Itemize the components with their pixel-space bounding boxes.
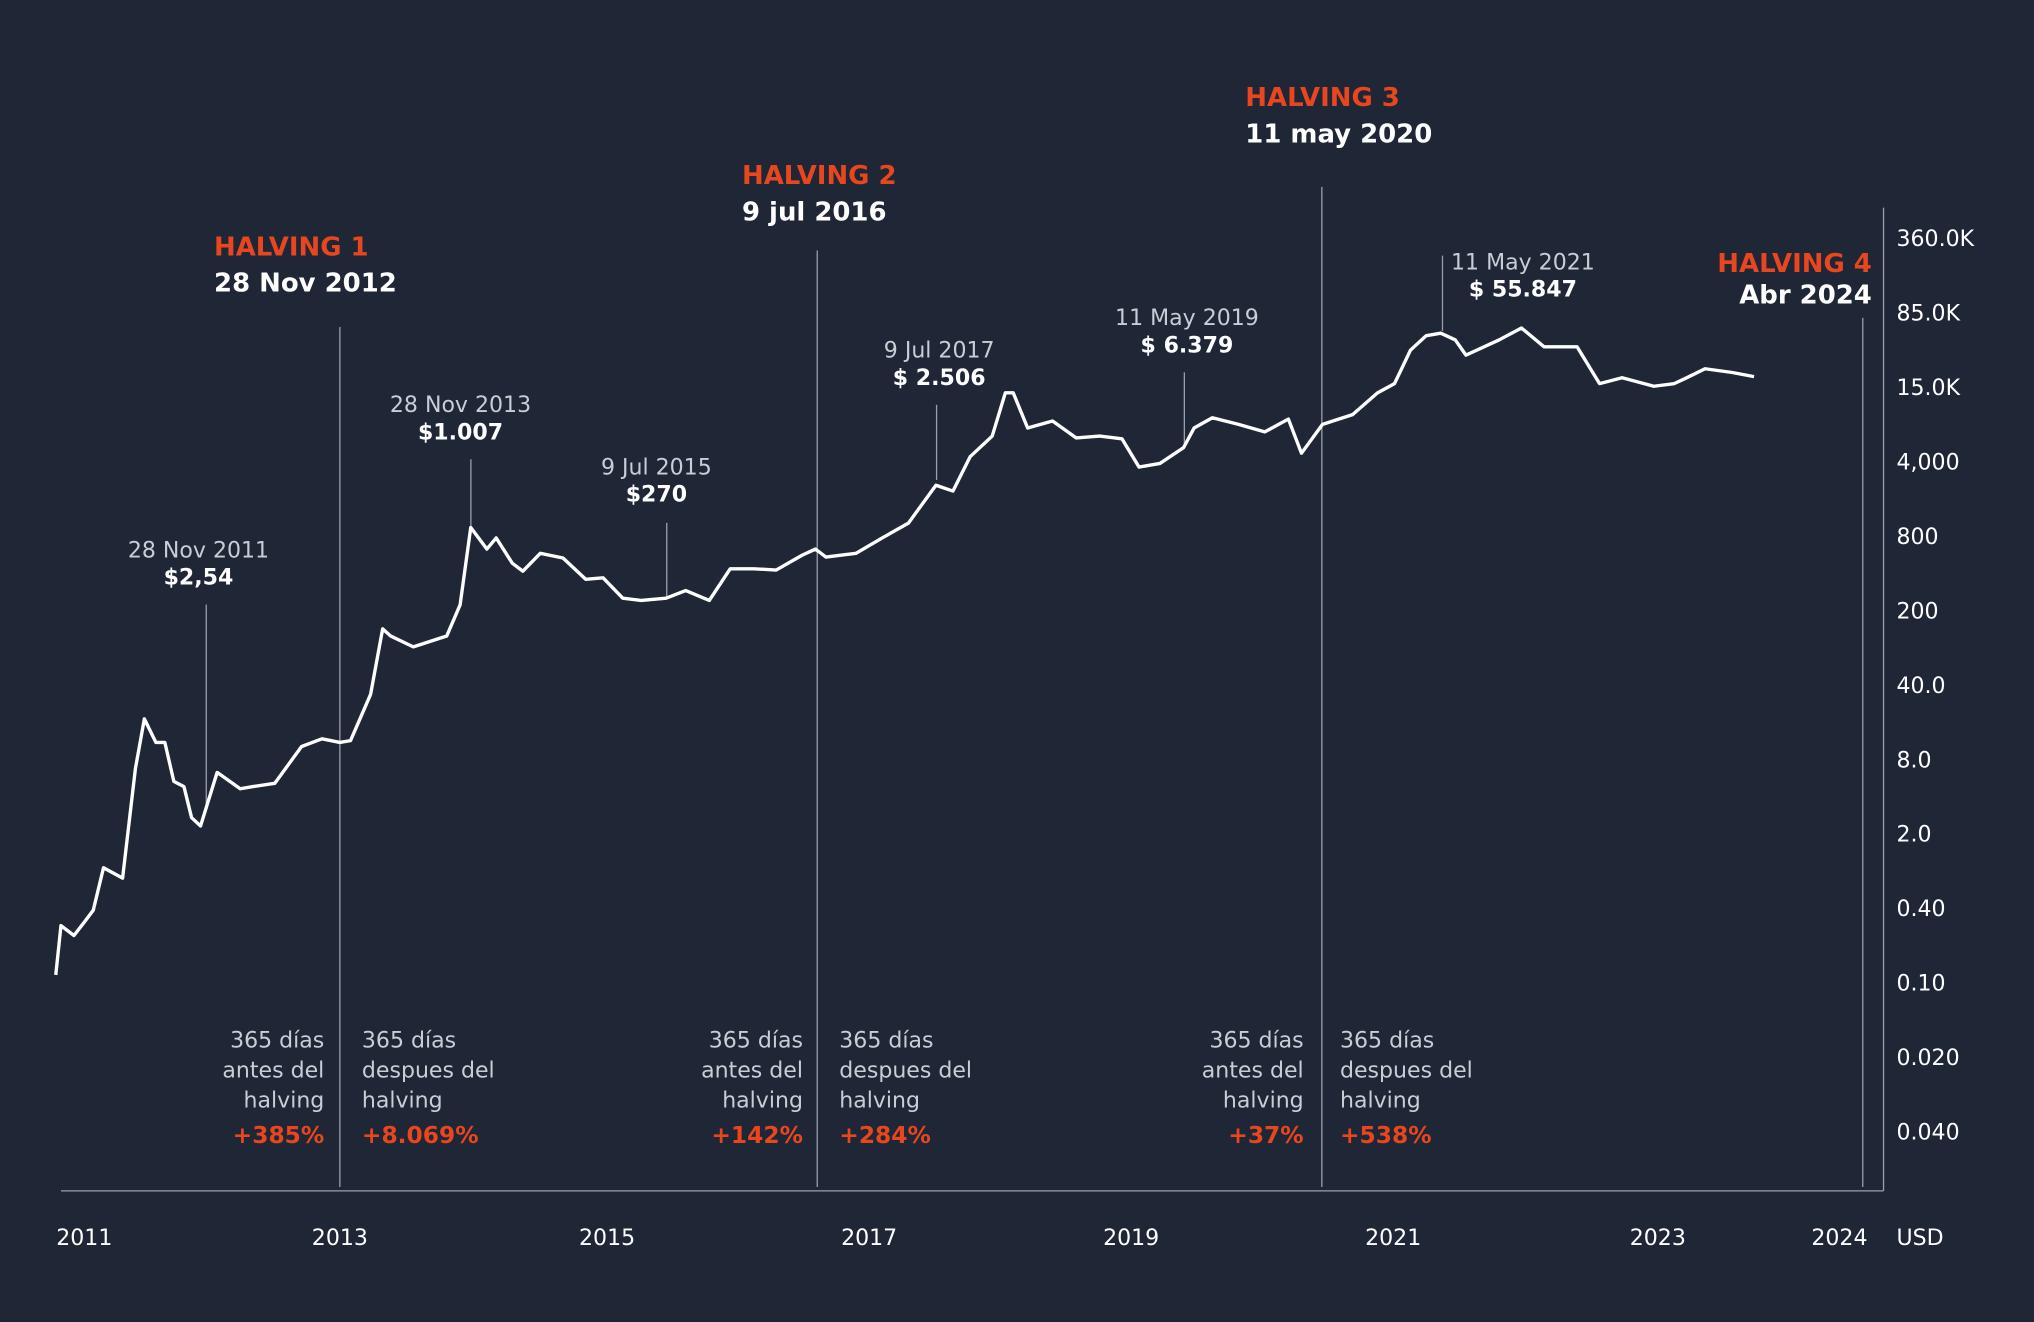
y-tick-label: 4,000: [1896, 450, 1959, 475]
halving-date: Abr 2024: [1739, 280, 1872, 310]
before-text: 365 días: [230, 1029, 324, 1054]
halving-name: HALVING 3: [1245, 83, 1400, 113]
before-text: halving: [244, 1088, 325, 1113]
annotation-date: 28 Nov 2013: [390, 393, 531, 418]
before-text: antes del: [222, 1059, 324, 1084]
x-tick-label: 2017: [841, 1226, 897, 1251]
price-line: [54, 326, 1755, 976]
y-tick-label: 85.0K: [1896, 302, 1960, 327]
after-text: halving: [1340, 1088, 1421, 1113]
y-tick-label: 15.0K: [1896, 376, 1960, 401]
y-tick-label: 0.040: [1896, 1121, 1959, 1146]
halving-name: HALVING 4: [1717, 249, 1872, 279]
after-text: 365 días: [1340, 1029, 1434, 1054]
annotation-price: $1.007: [418, 420, 503, 445]
before-change: +385%: [233, 1121, 325, 1149]
annotation-price: $ 55.847: [1469, 278, 1577, 303]
before-text: 365 días: [1209, 1029, 1303, 1054]
before-text: halving: [1223, 1088, 1304, 1113]
before-text: halving: [722, 1088, 803, 1113]
y-tick-label: 40.0: [1896, 674, 1945, 699]
before-text: antes del: [701, 1059, 803, 1084]
y-tick-label: 0.40: [1896, 897, 1945, 922]
annotation-date: 9 Jul 2017: [884, 339, 995, 364]
after-change: +538%: [1340, 1121, 1432, 1149]
annotation-date: 28 Nov 2011: [128, 538, 269, 563]
before-change: +142%: [711, 1121, 803, 1149]
halving-name: HALVING 2: [742, 161, 897, 191]
y-tick-label: 800: [1896, 525, 1938, 550]
y-unit: USD: [1896, 1226, 1943, 1251]
y-tick-label: 200: [1896, 599, 1938, 624]
y-tick-label: 0.020: [1896, 1046, 1959, 1071]
x-tick-label: 2019: [1103, 1226, 1159, 1251]
after-text: despues del: [1340, 1059, 1473, 1084]
annotation-date: 11 May 2021: [1451, 250, 1595, 275]
after-change: +284%: [839, 1121, 931, 1149]
y-tick-label: 2.0: [1896, 823, 1931, 848]
before-change: +37%: [1228, 1121, 1303, 1149]
halving-date: 11 may 2020: [1245, 119, 1432, 149]
halving-date: 28 Nov 2012: [214, 269, 397, 299]
annotation-date: 11 May 2019: [1115, 306, 1259, 331]
after-text: 365 días: [362, 1029, 456, 1054]
after-text: halving: [362, 1088, 443, 1113]
after-text: despues del: [362, 1059, 495, 1084]
after-text: despues del: [839, 1059, 972, 1084]
x-tick-label: 2013: [312, 1226, 368, 1251]
y-tick-label: 360.0K: [1896, 227, 1974, 252]
x-tick-label: 2015: [579, 1226, 635, 1251]
after-text: halving: [839, 1088, 920, 1113]
halving-date: 9 jul 2016: [742, 197, 887, 227]
y-tick-label: 0.10: [1896, 972, 1945, 997]
x-tick-label: 2021: [1365, 1226, 1421, 1251]
annotation-date: 9 Jul 2015: [601, 455, 712, 480]
annotation-price: $ 6.379: [1141, 333, 1234, 358]
x-tick-label: 2024: [1811, 1226, 1867, 1251]
before-text: antes del: [1202, 1059, 1304, 1084]
x-tick-label: 2023: [1630, 1226, 1686, 1251]
annotation-price: $270: [626, 483, 687, 508]
after-change: +8.069%: [362, 1121, 479, 1149]
y-tick-label: 8.0: [1896, 748, 1931, 773]
before-text: 365 días: [709, 1029, 803, 1054]
after-text: 365 días: [839, 1029, 933, 1054]
x-tick-label: 2011: [56, 1226, 112, 1251]
annotation-price: $ 2.506: [893, 366, 986, 391]
halving-name: HALVING 1: [214, 232, 369, 262]
annotation-price: $2,54: [164, 566, 234, 591]
